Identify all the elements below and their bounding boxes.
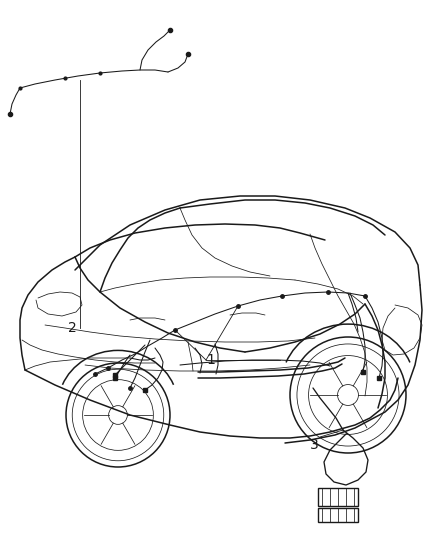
Text: 2: 2 <box>68 321 77 335</box>
Text: 3: 3 <box>310 438 319 452</box>
Text: 1: 1 <box>206 353 215 367</box>
